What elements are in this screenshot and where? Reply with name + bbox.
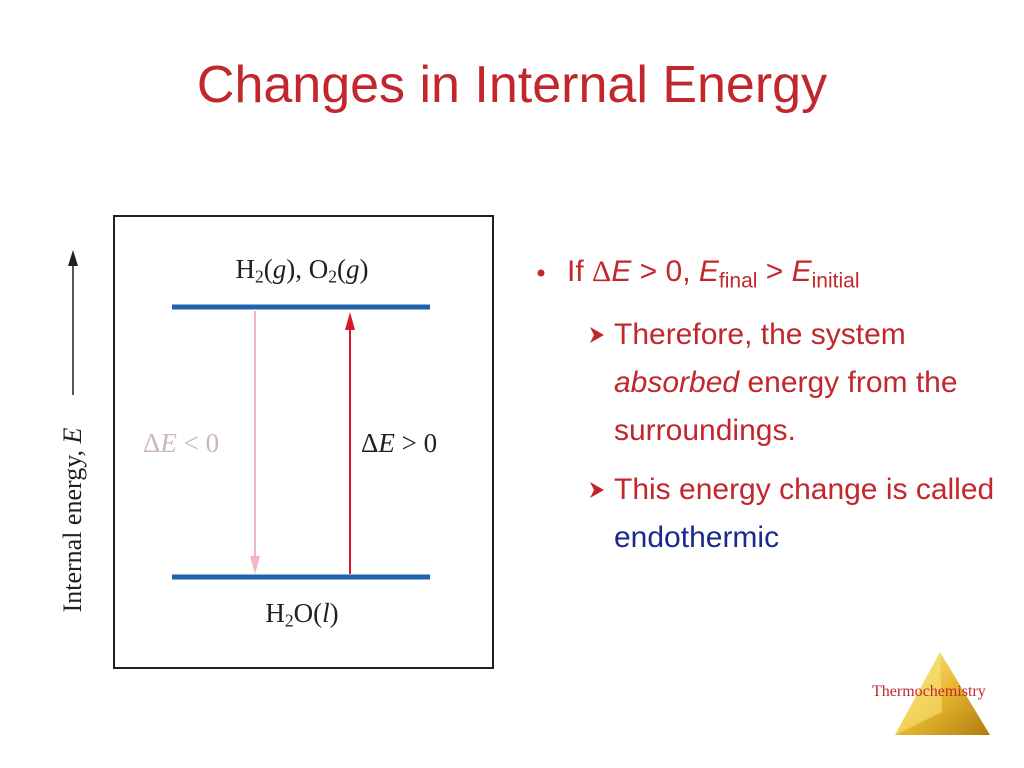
sub-bullet-marker [590,482,604,498]
t: > 0, [631,255,699,288]
t: ( [337,254,347,284]
t: endothermic [614,521,780,554]
t: Δ [143,428,161,458]
bullet-dot [537,269,545,277]
t: g [346,254,360,284]
absorb-arrowhead [345,312,355,330]
left-arrow-label: ΔE < 0 [143,428,219,459]
t: E [611,255,632,288]
t: This energy change is called [614,473,995,506]
bottom-level-label: H2O(l) [265,598,338,631]
release-arrowhead [250,556,260,574]
t: final [718,269,758,293]
t: 2 [254,266,264,287]
t: > 0 [394,428,438,458]
t: O( [293,598,323,628]
t: E [698,255,719,288]
sub-bullet-marker [590,327,604,343]
t: l [322,598,330,628]
main-bullet: If ΔE > 0, Efinal > Einitial [567,248,860,305]
t: initial [811,269,860,293]
t: < 0 [176,428,220,458]
diagram-frame [113,215,494,669]
sub-bullet: This energy change is called endothermic [614,466,1014,562]
axis-label-text: Internal energy, [58,443,87,613]
t: g [272,254,287,284]
t: Therefore, the system [614,318,906,351]
t: E [160,428,177,458]
t: ) [359,254,369,284]
top-level-label: H2(g), O2(g) [235,254,368,287]
t: 2 [284,610,294,631]
sub-bullet: Therefore, the system absorbed energy fr… [614,311,1014,455]
t: Δ [592,255,612,288]
t: ( [263,254,273,284]
t: ) [329,598,339,628]
footer-label: Thermochemistry [872,683,986,700]
t: ), O [286,254,329,284]
logo-facet [895,652,942,735]
slide-title: Changes in Internal Energy [196,56,828,114]
axis-label: Internal energy, E [58,428,88,613]
t: If [567,255,593,288]
right-arrow-label: ΔE > 0 [361,428,437,459]
axis-label-symbol: E [58,427,87,444]
t: H [265,598,285,628]
t: energy from the surroundings. [614,366,958,447]
t: H [235,254,255,284]
t: Δ [361,428,379,458]
t: 2 [328,266,338,287]
t: > [757,255,792,288]
t: absorbed [614,366,740,399]
axis-arrowhead [68,250,78,266]
t: E [378,428,395,458]
t: E [791,255,812,288]
